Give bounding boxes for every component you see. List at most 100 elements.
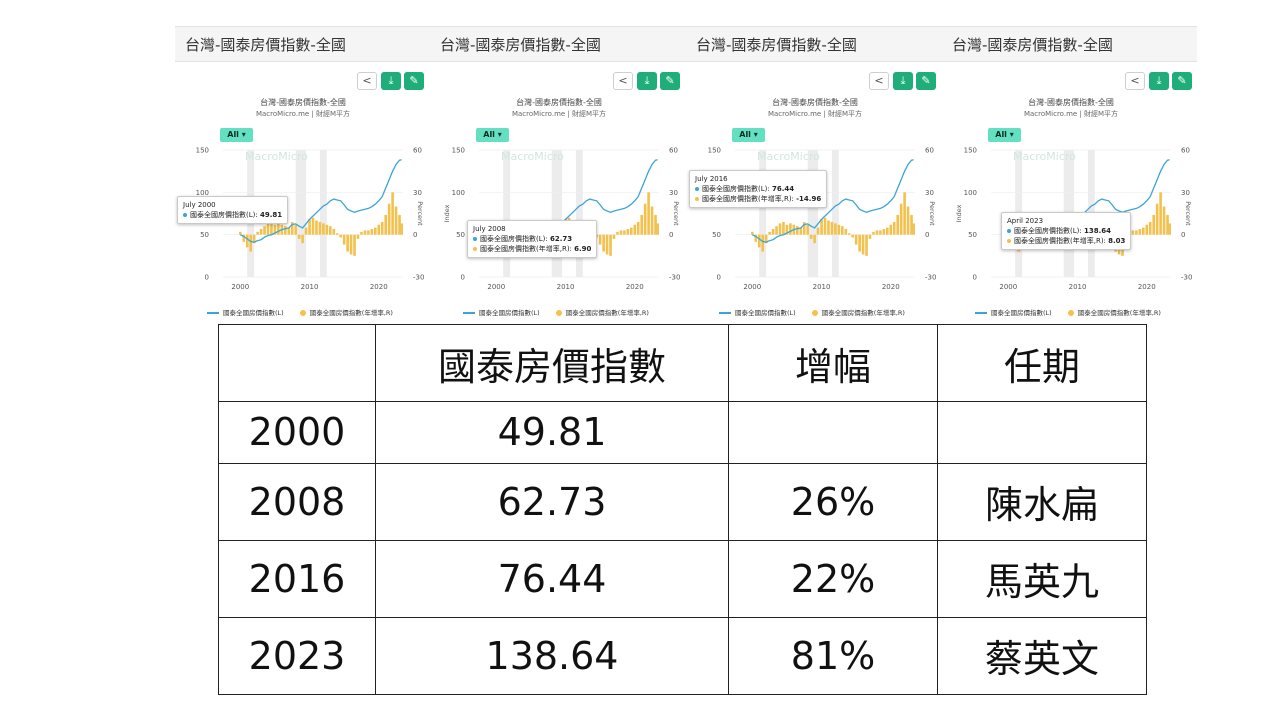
- left-tick-label: 150: [708, 147, 721, 155]
- bar-mark: [768, 231, 771, 235]
- right-tick-label: 60: [413, 147, 422, 155]
- legend-line-label[interactable]: 國泰全國房價指數(L): [479, 309, 540, 317]
- bar-mark: [616, 231, 619, 235]
- all-range-button[interactable]: All ▾: [476, 128, 509, 142]
- legend-bar-label[interactable]: 國泰全國房價指數(年增率,R): [821, 309, 905, 317]
- bar-mark: [837, 224, 841, 235]
- bar-mark: [912, 223, 915, 235]
- legend-bar-label[interactable]: 國泰全國房價指數(年增率,R): [309, 309, 393, 317]
- left-tick-label: 50: [968, 231, 977, 239]
- bar-mark: [879, 230, 882, 235]
- all-range-button[interactable]: All ▾: [988, 128, 1021, 142]
- bar-mark: [906, 206, 910, 235]
- tooltip-line1-value: 62.73: [549, 235, 573, 243]
- legend-line-label[interactable]: 國泰全國房價指數(L): [991, 309, 1052, 317]
- x-tick-label: 2020: [882, 283, 900, 291]
- download-icon-button[interactable]: ⤓: [893, 72, 913, 90]
- bar-mark: [322, 223, 325, 235]
- tooltip-line2-label: 國泰全國房價指數(年增率,R):: [480, 245, 572, 253]
- header-bar: 台灣-國泰房價指數-全國 台灣-國泰房價指數-全國 台灣-國泰房價指數-全國 台…: [175, 26, 1197, 62]
- x-tick-label: 2000: [999, 283, 1017, 291]
- bar-mark: [374, 227, 377, 235]
- bar-mark: [394, 206, 398, 235]
- bar-mark: [851, 234, 854, 238]
- bar-mark: [816, 227, 820, 235]
- x-tick-label: 2020: [1138, 283, 1156, 291]
- watermark: MacroMicro: [757, 150, 820, 163]
- watermark: MacroMicro: [501, 150, 564, 163]
- edit-icon-button[interactable]: ✎: [404, 72, 424, 90]
- bar-mark: [387, 203, 391, 235]
- right-tick-label: -30: [413, 274, 424, 282]
- chart-legend: 國泰全國房價指數(L) 國泰全國房價指數(年增率,R): [719, 307, 905, 317]
- right-tick-label: 60: [925, 147, 934, 155]
- edit-icon-button[interactable]: ✎: [1172, 72, 1192, 90]
- line-legend-swatch: [207, 312, 219, 314]
- legend-bar-label[interactable]: 國泰全國房價指數(年增率,R): [1077, 309, 1161, 317]
- legend-line-label[interactable]: 國泰全國房價指數(L): [223, 309, 284, 317]
- x-tick-label: 2000: [231, 283, 249, 291]
- left-axis-label: Index: [955, 204, 963, 222]
- share-icon-button[interactable]: <: [1125, 72, 1145, 90]
- x-tick-label: 2010: [813, 283, 831, 291]
- bar-mark: [626, 229, 630, 235]
- bar-mark: [889, 224, 893, 235]
- table-cell-index: 138.64: [375, 616, 729, 696]
- edit-icon-button[interactable]: ✎: [660, 72, 680, 90]
- download-icon-button[interactable]: ⤓: [637, 72, 657, 90]
- tooltip-line2-label: 國泰全國房價指數(年增率,R):: [702, 195, 794, 203]
- bar-mark: [754, 234, 758, 242]
- chart-title: 台灣-國泰房價指數-全國: [1028, 98, 1114, 107]
- panel-header-title-3: 台灣-國泰房價指數-全國: [696, 36, 857, 54]
- download-icon-button[interactable]: ⤓: [1149, 72, 1169, 90]
- bar-mark: [1159, 192, 1162, 235]
- bar-mark: [311, 217, 315, 235]
- bar-mark: [609, 234, 612, 256]
- chart-svg: MacroMicro 0 50 100 150 -30 0 30 60 2000 2010 2020 P…: [196, 147, 425, 292]
- tooltip-date: July 2008: [473, 225, 506, 233]
- shaded-period: [551, 150, 563, 277]
- bar-mark: [1155, 203, 1159, 235]
- bar-mark: [318, 221, 322, 235]
- bar-mark: [640, 214, 643, 235]
- all-range-button[interactable]: All ▾: [220, 128, 253, 142]
- chart-tooltip: July 2008 國泰全國房價指數(L): 62.73 國泰全國房價指數(年增…: [467, 220, 598, 258]
- chart-panel-2023: MacroMicro 0 50 100 150 -30 0 30 60 2000 2010 2020 I…: [943, 62, 1199, 324]
- chart-legend: 國泰全國房價指數(L) 國泰全國房價指數(年增率,R): [975, 307, 1161, 317]
- share-icon-button[interactable]: <: [357, 72, 377, 90]
- download-icon-button[interactable]: ⤓: [381, 72, 401, 90]
- right-tick-label: 60: [669, 147, 678, 155]
- share-icon-button[interactable]: <: [613, 72, 633, 90]
- left-tick-label: 0: [205, 274, 209, 282]
- bar-mark: [391, 192, 394, 235]
- bar-mark: [363, 230, 367, 235]
- bar-mark: [294, 224, 297, 235]
- tooltip-date: July 2016: [695, 175, 728, 183]
- table-cell-year: 2008: [218, 462, 376, 541]
- legend-bar-label[interactable]: 國泰全國房價指數(年增率,R): [565, 309, 649, 317]
- bar-mark: [356, 234, 360, 239]
- bar-mark: [643, 203, 647, 235]
- chart-tooltip: July 2000 國泰全國房價指數(L): 49.81: [177, 196, 289, 224]
- bar-mark: [761, 234, 764, 252]
- bar-mark: [1145, 224, 1149, 235]
- panel-header-title-2: 台灣-國泰房價指數-全國: [440, 36, 601, 54]
- bar-mark: [751, 231, 754, 235]
- bar-mark: [823, 217, 827, 235]
- all-range-button[interactable]: All ▾: [732, 128, 765, 142]
- bar-mark: [266, 223, 270, 235]
- right-tick-label: 0: [1181, 231, 1185, 239]
- bar-mark: [367, 230, 370, 235]
- bar-legend-swatch: [299, 310, 306, 316]
- yellow-dot-icon: [695, 197, 699, 201]
- table-row: 2008 62.73 26% 陳水扁: [218, 462, 1147, 541]
- bar-mark: [398, 214, 401, 235]
- x-tick-label: 2020: [626, 283, 644, 291]
- edit-icon-button[interactable]: ✎: [916, 72, 936, 90]
- blue-dot-icon: [1007, 229, 1011, 233]
- bar-mark: [623, 230, 626, 235]
- bar-mark: [335, 233, 339, 235]
- legend-line-label[interactable]: 國泰全國房價指數(L): [735, 309, 796, 317]
- share-icon-button[interactable]: <: [869, 72, 889, 90]
- x-tick-label: 2010: [301, 283, 319, 291]
